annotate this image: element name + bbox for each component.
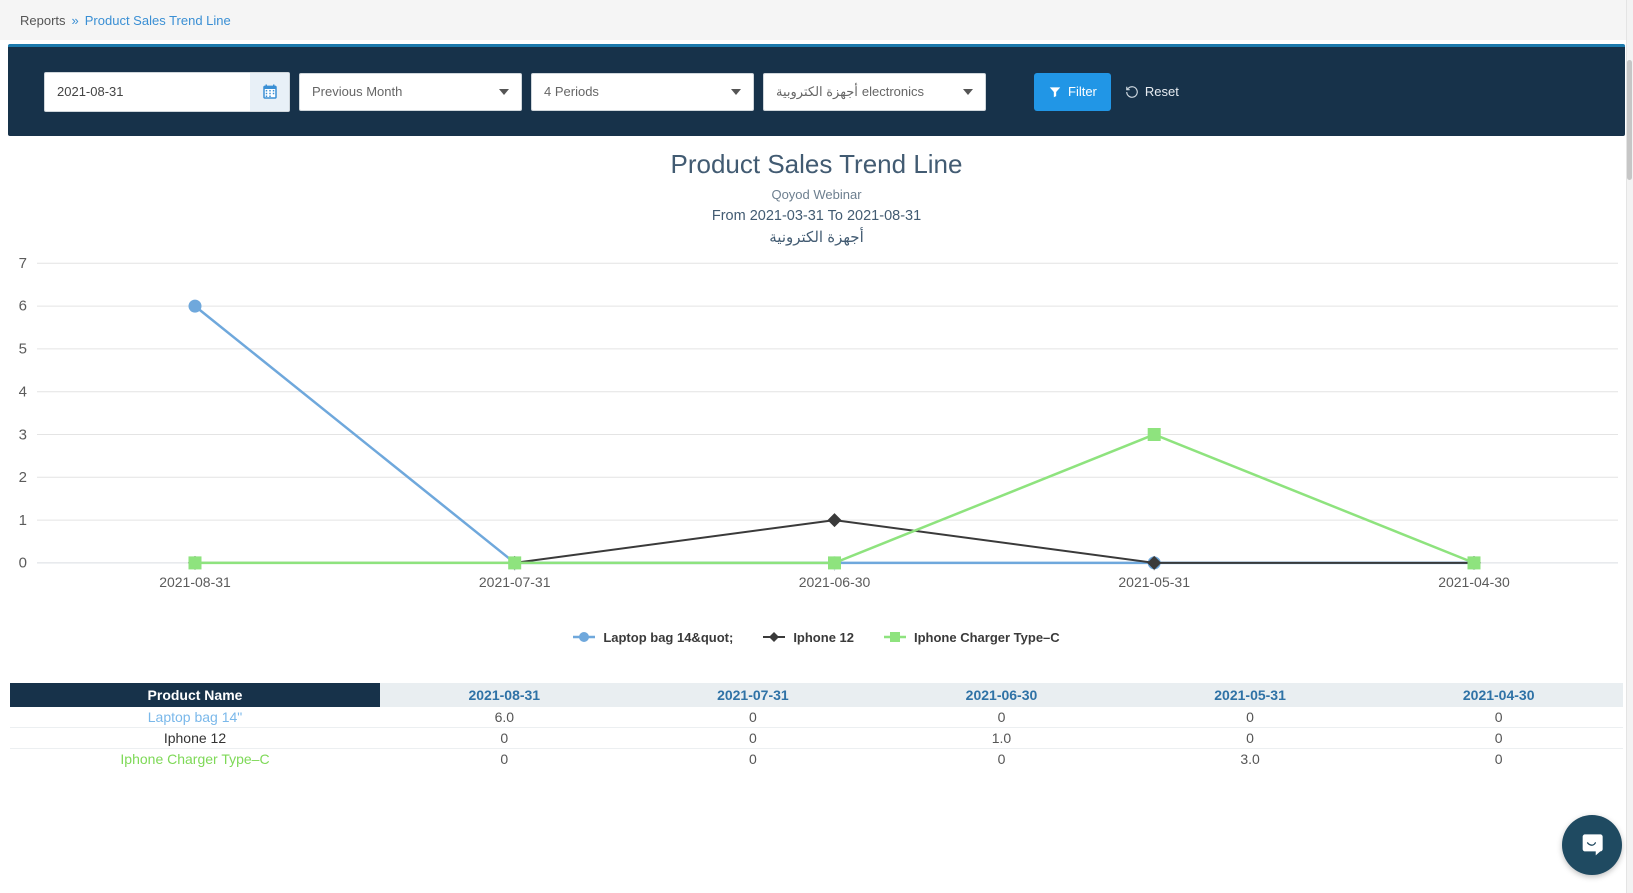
svg-text:4: 4 bbox=[19, 383, 27, 400]
svg-text:2021-08-31: 2021-08-31 bbox=[159, 574, 231, 590]
svg-text:7: 7 bbox=[19, 255, 27, 272]
svg-text:2021-05-31: 2021-05-31 bbox=[1118, 574, 1190, 590]
svg-text:0: 0 bbox=[19, 554, 27, 571]
svg-text:6: 6 bbox=[19, 297, 27, 314]
svg-text:1: 1 bbox=[19, 511, 27, 528]
svg-text:2021-07-31: 2021-07-31 bbox=[479, 574, 551, 590]
svg-text:2021-04-30: 2021-04-30 bbox=[1438, 574, 1510, 590]
svg-text:3: 3 bbox=[19, 426, 27, 443]
svg-text:2021-06-30: 2021-06-30 bbox=[799, 574, 871, 590]
svg-text:5: 5 bbox=[19, 340, 27, 357]
svg-text:2: 2 bbox=[19, 469, 27, 486]
